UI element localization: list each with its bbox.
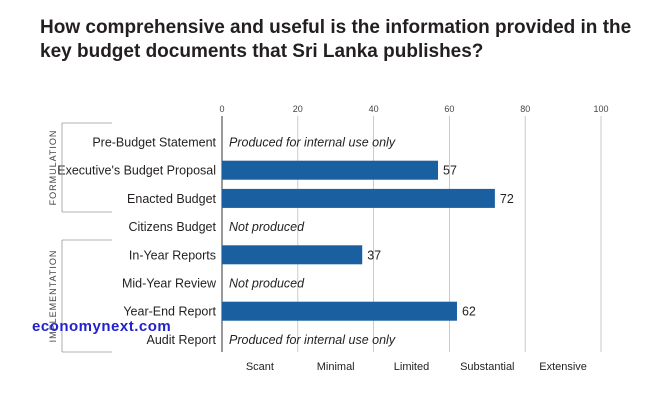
bar xyxy=(222,301,457,321)
chart-title: How comprehensive and useful is the info… xyxy=(40,17,632,62)
x-tick-label: 40 xyxy=(369,104,379,114)
section-label: IMPLEMENTATION xyxy=(48,250,58,343)
data-label: 72 xyxy=(500,192,514,206)
category-label: In-Year Reports xyxy=(129,248,216,262)
watermark: economynext.com xyxy=(32,318,172,335)
band-label: Limited xyxy=(394,361,429,373)
category-label: Enacted Budget xyxy=(127,192,216,206)
x-tick-label: 100 xyxy=(593,104,608,114)
category-label: Audit Report xyxy=(147,333,217,347)
band-label: Scant xyxy=(246,361,274,373)
section-label: FORMULATION xyxy=(48,130,58,206)
band-label: Substantial xyxy=(460,361,514,373)
band-label: Extensive xyxy=(539,361,587,373)
x-tick-label: 0 xyxy=(219,104,224,114)
x-tick-label: 60 xyxy=(444,104,454,114)
category-label: Year-End Report xyxy=(123,305,216,319)
row-note: Produced for internal use only xyxy=(229,136,396,150)
row-note: Produced for internal use only xyxy=(229,333,396,347)
category-label: Mid-Year Review xyxy=(122,277,217,291)
bar xyxy=(222,160,439,180)
category-label: Citizens Budget xyxy=(128,220,216,234)
row-note: Not produced xyxy=(229,277,305,291)
x-tick-label: 20 xyxy=(293,104,303,114)
bar xyxy=(222,245,363,265)
category-label: Pre-Budget Statement xyxy=(92,136,216,150)
data-label: 37 xyxy=(367,248,381,262)
band-label: Minimal xyxy=(317,361,355,373)
row-note: Not produced xyxy=(229,220,305,234)
bar xyxy=(222,188,495,208)
data-label: 57 xyxy=(443,164,457,178)
x-tick-label: 80 xyxy=(520,104,530,114)
data-label: 62 xyxy=(462,305,476,319)
category-label: Executive's Budget Proposal xyxy=(57,164,216,178)
